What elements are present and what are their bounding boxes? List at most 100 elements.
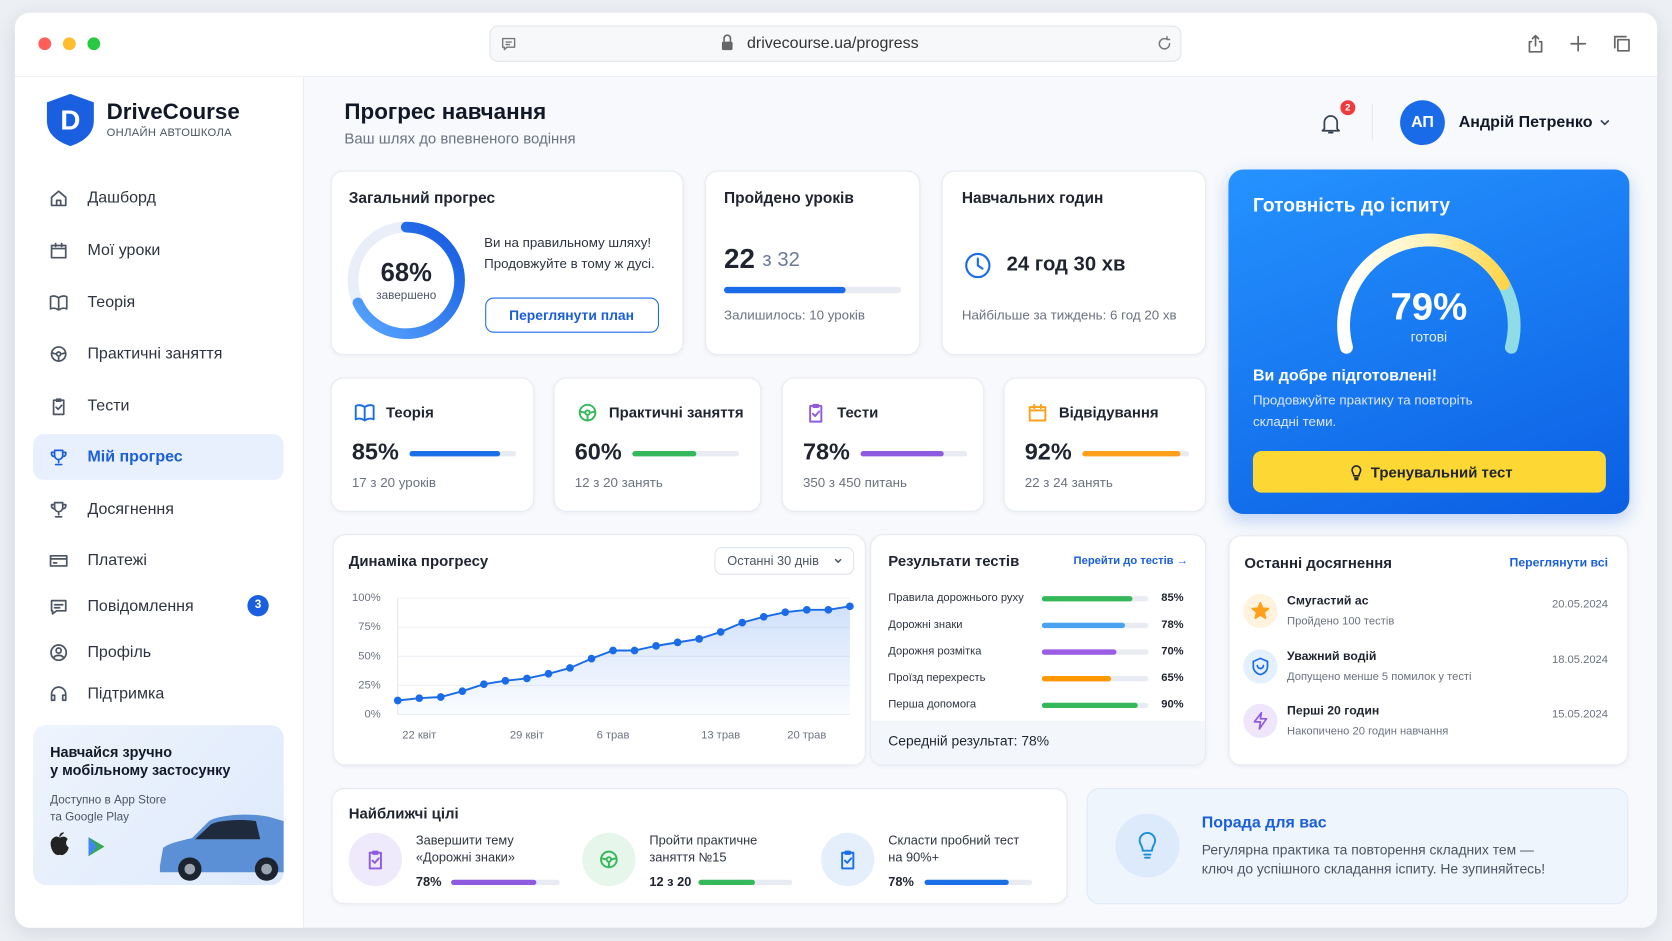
category-card — [553, 377, 762, 512]
nav-item[interactable]: Мій прогрес — [87, 447, 183, 466]
tests-link[interactable]: Перейти до тестів → — [1073, 554, 1188, 567]
achievement-desc: Пройдено 100 тестів — [1287, 614, 1395, 628]
goal-progress-label: 78% — [888, 874, 914, 890]
reload-icon — [1158, 36, 1171, 50]
brand-tagline: ОНЛАЙН АВТОШКОЛА — [106, 126, 232, 140]
avatar — [1400, 100, 1445, 146]
car-window — [195, 820, 261, 840]
notification-count: 2 — [1345, 101, 1351, 113]
goal-text: Завершити тему — [415, 832, 514, 848]
category-percent: 85% — [351, 438, 399, 465]
nav-icon — [49, 295, 68, 311]
x-tick-label: 29 квіт — [509, 729, 544, 742]
test-name: Дорожня розмітка — [888, 644, 982, 658]
achievement-desc: Накопичено 20 годин навчання — [1287, 724, 1449, 738]
address-bar[interactable] — [489, 25, 1182, 62]
car-rim — [184, 863, 196, 875]
goal-progress-label: 12 з 20 — [649, 874, 692, 890]
nav-item[interactable]: Підтримка — [87, 684, 165, 703]
practice-test-label[interactable]: Тренувальний тест — [1370, 463, 1513, 481]
point — [544, 669, 553, 678]
category-detail: 22 з 24 занять — [1024, 475, 1113, 490]
bell-icon — [1321, 115, 1340, 134]
category-bar — [1082, 450, 1181, 456]
achievement-name: Уважний водій — [1287, 650, 1377, 664]
nav-badge — [247, 595, 269, 617]
goal-bar — [451, 879, 536, 885]
area — [397, 606, 850, 715]
tip-icon-bg — [1115, 813, 1180, 878]
category-detail: 17 з 20 уроків — [351, 475, 436, 490]
x-tick-label: 20 трав — [787, 729, 827, 742]
goal-text: заняття №15 — [649, 849, 727, 865]
card-title: Результати тестів — [888, 551, 1020, 569]
nav-item[interactable]: Профіль — [87, 642, 152, 662]
test-bar — [1041, 702, 1138, 708]
logo-shield — [46, 93, 94, 147]
car-rim — [261, 863, 272, 875]
point — [415, 694, 424, 703]
category-percent: 78% — [802, 438, 850, 465]
period-select[interactable] — [714, 547, 855, 575]
clock-icon — [965, 252, 991, 279]
point — [802, 605, 811, 614]
nav-item[interactable]: Практичні заняття — [87, 344, 223, 363]
achievement-name: Перші 20 годин — [1287, 704, 1380, 718]
period-label[interactable]: Останні 30 днів — [727, 553, 819, 569]
overall-percent: 68% — [380, 258, 432, 288]
nav-icon — [49, 554, 68, 567]
plan-button[interactable] — [485, 297, 659, 333]
point — [436, 693, 445, 701]
goal-icon-bg — [821, 832, 875, 887]
promo-title: Навчайся зручно — [50, 744, 173, 761]
hours-value: 24 год 30 хв — [1006, 253, 1126, 276]
category-title: Теорія — [386, 403, 434, 421]
lock-icon — [721, 41, 733, 51]
goal-icon-bg — [582, 832, 636, 887]
nav-item[interactable]: Теорія — [87, 293, 136, 312]
nav-item[interactable]: Мої уроки — [87, 240, 161, 260]
category-icon — [578, 403, 597, 422]
hours-card — [941, 170, 1207, 356]
achievements-link[interactable]: Переглянути всі — [1509, 556, 1609, 570]
readiness-percent: 79% — [1390, 284, 1468, 328]
achievement-icon — [1252, 657, 1269, 676]
test-bar — [1041, 648, 1117, 655]
point — [824, 605, 833, 614]
goal-icon — [600, 850, 618, 869]
url: drivecourse.ua/progress — [747, 34, 919, 53]
overall-message: Ви на правильному шляху! — [484, 235, 652, 251]
practice-test-button[interactable] — [1252, 451, 1606, 493]
point — [523, 674, 531, 683]
nav-item[interactable]: Досягнення — [87, 500, 174, 519]
nav-item[interactable]: Тести — [87, 396, 130, 415]
apple-icon — [50, 832, 69, 856]
y-tick-label: 50% — [358, 649, 381, 663]
readiness-text: Продовжуйте практику та повторіть — [1252, 392, 1473, 408]
test-name: Правила дорожнього руху — [888, 591, 1024, 605]
plan-button-label[interactable]: Переглянути план — [509, 307, 634, 324]
achievement-desc: Допущено менше 5 помилок у тесті — [1287, 670, 1472, 684]
nav-icon — [50, 644, 68, 661]
nav-item[interactable]: Повідомлення — [87, 597, 194, 616]
period-chevron — [834, 558, 842, 563]
y-tick-label: 75% — [358, 620, 381, 634]
test-bar — [1041, 622, 1125, 628]
achievement-name: Смугастий ас — [1287, 595, 1369, 608]
user-name[interactable]: Андрій Петренко — [1458, 113, 1593, 132]
point — [652, 642, 660, 650]
tip-title: Порада для вас — [1201, 813, 1327, 832]
lessons-total: з 32 — [762, 249, 800, 272]
test-percent: 65% — [1161, 671, 1184, 685]
nav-item[interactable]: Дашборд — [87, 188, 156, 207]
point — [673, 638, 682, 647]
x-tick-label: 13 трав — [701, 729, 741, 742]
nav-item[interactable]: Платежі — [87, 551, 147, 570]
card-title: Останні досягнення — [1244, 554, 1392, 572]
card-title: Пройдено уроків — [724, 190, 854, 208]
notification-badge — [1340, 100, 1356, 116]
test-name: Дорожні знаки — [888, 618, 963, 631]
achievement-date: 20.05.2024 — [1551, 597, 1609, 611]
